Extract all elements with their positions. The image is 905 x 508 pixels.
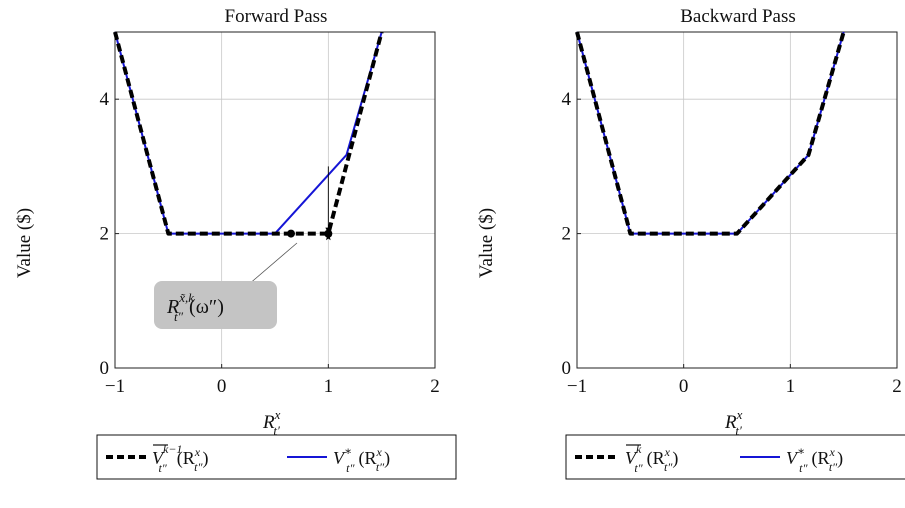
- left-x-tick-label-2: 1: [324, 376, 334, 397]
- annotation-text: Rx̃,k t″ (ω″): [166, 290, 224, 324]
- left-plot-frame: [114, 31, 436, 369]
- left-chart-title: Forward Pass: [225, 6, 328, 27]
- left-x-axis-label: Rx t′: [262, 407, 281, 438]
- right-x-axis-label: Rx t′: [724, 407, 743, 438]
- annotation-box: [154, 281, 277, 329]
- right-series-1-line: [576, 31, 845, 235]
- annotation-leader-line: [247, 242, 298, 286]
- right-y-tick-label-2: 4: [562, 89, 572, 110]
- left-marker-star-2: [324, 232, 333, 241]
- left-y-tick-label-1: 2: [100, 224, 110, 245]
- left-marker-dot-0: [287, 229, 295, 238]
- right-y-tick-label-0: 0: [562, 358, 572, 379]
- right-x-tick-label-3: 2: [892, 376, 902, 397]
- left-y-tick-label-0: 0: [100, 358, 110, 379]
- right-legend-box: [565, 434, 905, 480]
- left-y-tick-label-2: 4: [100, 89, 110, 110]
- right-legend-entry-1: Vk t″ (Rx t″): [625, 442, 678, 475]
- left-x-tick-label-0: −1: [105, 376, 125, 397]
- right-y-tick-label-1: 2: [562, 224, 572, 245]
- left-legend-box: [96, 434, 457, 480]
- left-series-1-line: [114, 31, 383, 235]
- left-legend-entry-2: V∗ t″ (Rx t″): [333, 444, 390, 475]
- right-legend-entry-2: V∗ t″ (Rx t″): [786, 444, 843, 475]
- left-legend-entry-1: Vk−1 t″ (Rx t″): [152, 442, 208, 475]
- right-y-axis-label: Value ($): [476, 208, 497, 278]
- right-series-0-line: [575, 31, 846, 236]
- left-series-0-line: [113, 31, 384, 236]
- right-x-tick-label-0: −1: [567, 376, 587, 397]
- right-x-tick-label-1: 0: [679, 376, 689, 397]
- left-y-axis-label: Value ($): [14, 208, 35, 278]
- left-x-tick-label-3: 2: [430, 376, 440, 397]
- right-plot-frame: [576, 31, 898, 369]
- right-x-tick-label-2: 1: [786, 376, 796, 397]
- left-x-tick-label-1: 0: [217, 376, 227, 397]
- right-chart-title: Backward Pass: [680, 6, 796, 27]
